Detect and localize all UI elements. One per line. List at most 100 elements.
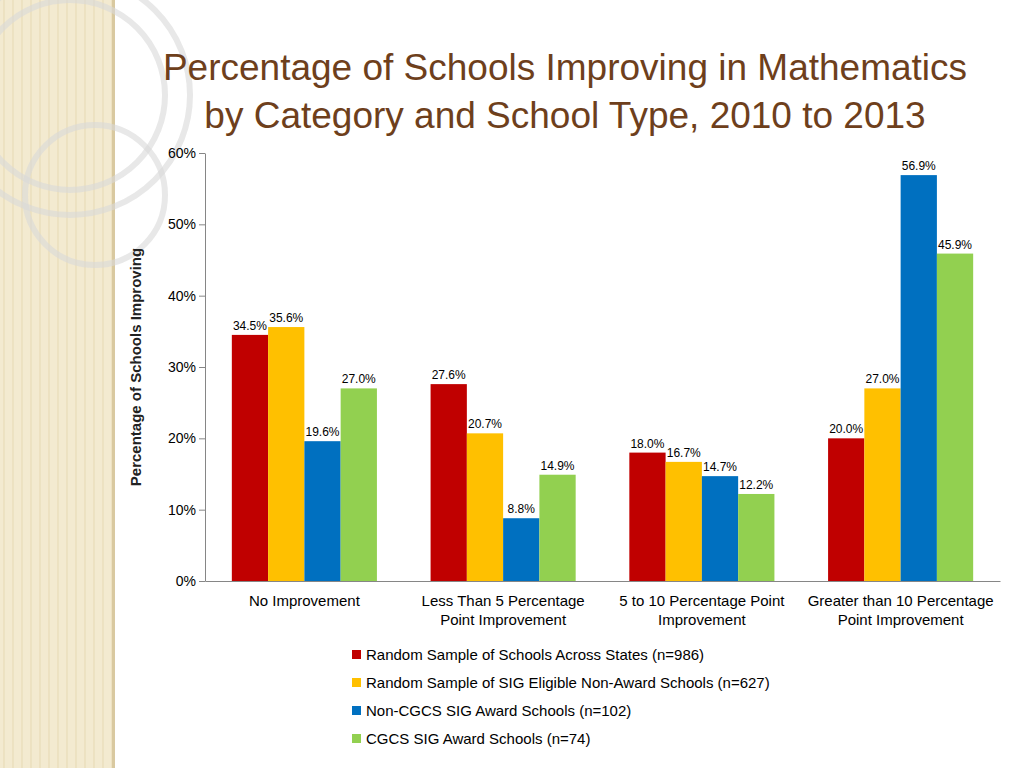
data-label: 35.6%	[269, 311, 303, 325]
pattern-line	[85, 0, 86, 768]
y-tick-mark	[199, 367, 205, 368]
y-tick-mark	[199, 224, 205, 225]
ring	[25, 125, 165, 265]
y-axis-title: Percentage of Schools Improving	[127, 248, 144, 486]
bar	[431, 384, 467, 581]
legend-item: CGCS SIG Award Schools (n=74)	[352, 730, 590, 747]
x-tick-label: No Improvement	[249, 592, 361, 609]
data-label: 8.8%	[508, 502, 536, 516]
y-axis: 0% 10% 20% 30% 40% 50% 60%	[168, 145, 206, 589]
x-tick: No Improvement	[249, 581, 361, 609]
legend: Random Sample of Schools Across States (…	[352, 646, 770, 747]
legend-item: Random Sample of SIG Eligible Non-Award …	[352, 674, 770, 691]
data-label: 12.2%	[739, 478, 773, 492]
x-tick-label: 5 to 10 Percentage Point Improvement	[619, 592, 785, 629]
pattern-line	[4, 0, 5, 768]
y-tick-label: 30%	[168, 359, 196, 375]
decoration	[0, 0, 190, 768]
y-tick: 50%	[168, 216, 205, 232]
pattern-line	[76, 0, 77, 768]
x-tick-label-line: Greater than 10 Percentage	[808, 592, 994, 609]
y-tick-mark	[199, 296, 205, 297]
data-labels: 34.5%27.6%18.0%20.0%35.6%20.7%16.7%27.0%…	[233, 159, 972, 516]
x-tick-label: Greater than 10 Percentage Point Improvem…	[808, 592, 994, 629]
pattern-line	[22, 0, 23, 768]
x-tick-label-line: No Improvement	[249, 592, 361, 609]
data-label: 56.9%	[902, 159, 936, 173]
bar	[702, 476, 738, 581]
bar	[901, 175, 937, 581]
legend-item: Random Sample of Schools Across States (…	[352, 646, 704, 663]
y-tick: 20%	[168, 430, 205, 446]
data-label: 20.7%	[468, 417, 502, 431]
side-edge	[112, 0, 115, 768]
data-label: 18.0%	[630, 437, 664, 451]
bar	[864, 388, 900, 581]
pattern-line	[67, 0, 68, 768]
bar	[503, 518, 539, 581]
y-tick: 40%	[168, 288, 205, 304]
y-axis-line	[205, 154, 206, 582]
bar	[539, 475, 575, 581]
x-tick: 5 to 10 Percentage Point Improvement	[619, 581, 785, 628]
title: Percentage of Schools Improving in Mathe…	[163, 47, 967, 136]
y-tick-label: 20%	[168, 430, 196, 446]
side-pattern	[4, 0, 112, 768]
legend-label: Non-CGCS SIG Award Schools (n=102)	[366, 702, 631, 719]
legend-label: Random Sample of Schools Across States (…	[366, 646, 704, 663]
y-tick-label: 50%	[168, 216, 196, 232]
legend-item: Non-CGCS SIG Award Schools (n=102)	[352, 702, 631, 719]
y-tick: 30%	[168, 359, 205, 375]
y-tick-label: 0%	[176, 573, 196, 589]
bar	[304, 441, 340, 581]
y-tick-mark	[199, 510, 205, 511]
x-axis: No ImprovementLess Than 5 PercentagePoin…	[206, 581, 1001, 628]
x-axis-line	[206, 581, 1001, 582]
x-tick: Greater than 10 Percentage Point Improvem…	[808, 581, 994, 628]
x-tick-label-line: Point Improvement	[838, 611, 965, 628]
pattern-line	[31, 0, 32, 768]
pattern-line	[58, 0, 59, 768]
pattern-line	[40, 0, 41, 768]
data-label: 16.7%	[667, 446, 701, 460]
data-label: 14.7%	[703, 460, 737, 474]
data-label: 45.9%	[938, 238, 972, 252]
chart: Percentage of Schools Improving in Mathe…	[0, 0, 1024, 768]
data-label: 20.0%	[829, 422, 863, 436]
x-tick-label-line: Less Than 5 Percentage	[422, 592, 585, 609]
y-tick: 0%	[176, 573, 205, 589]
pattern-line	[49, 0, 50, 768]
y-tick: 10%	[168, 502, 205, 518]
y-tick-mark	[199, 581, 205, 582]
ring	[0, 0, 165, 190]
side-strip	[0, 0, 115, 768]
bar	[467, 433, 503, 581]
data-label: 34.5%	[233, 319, 267, 333]
title-line: Percentage of Schools Improving in Mathe…	[163, 47, 967, 88]
pattern-line	[103, 0, 104, 768]
bar	[268, 327, 304, 581]
y-tick-label: 10%	[168, 502, 196, 518]
y-tick: 60%	[168, 145, 205, 161]
legend-swatch	[352, 706, 361, 715]
data-label: 27.0%	[342, 372, 376, 386]
bar	[937, 254, 973, 581]
bar	[666, 462, 702, 581]
pattern-line	[94, 0, 95, 768]
title-line: by Category and School Type, 2010 to 201…	[204, 95, 925, 136]
x-tick: Less Than 5 PercentagePoint Improvement	[422, 581, 585, 628]
x-tick-label-line: Improvement	[658, 611, 746, 628]
y-tick-label: 60%	[168, 145, 196, 161]
bar	[738, 494, 774, 581]
bar	[828, 438, 864, 581]
y-tick-mark	[199, 153, 205, 154]
bar	[629, 453, 665, 581]
y-tick-label: 40%	[168, 288, 196, 304]
x-tick-label-line: 5 to 10 Percentage Point	[619, 592, 785, 609]
pattern-line	[13, 0, 14, 768]
legend-swatch	[352, 650, 361, 659]
bar	[232, 335, 268, 581]
ring	[0, 0, 190, 215]
bar	[341, 388, 377, 581]
bars	[232, 175, 973, 581]
